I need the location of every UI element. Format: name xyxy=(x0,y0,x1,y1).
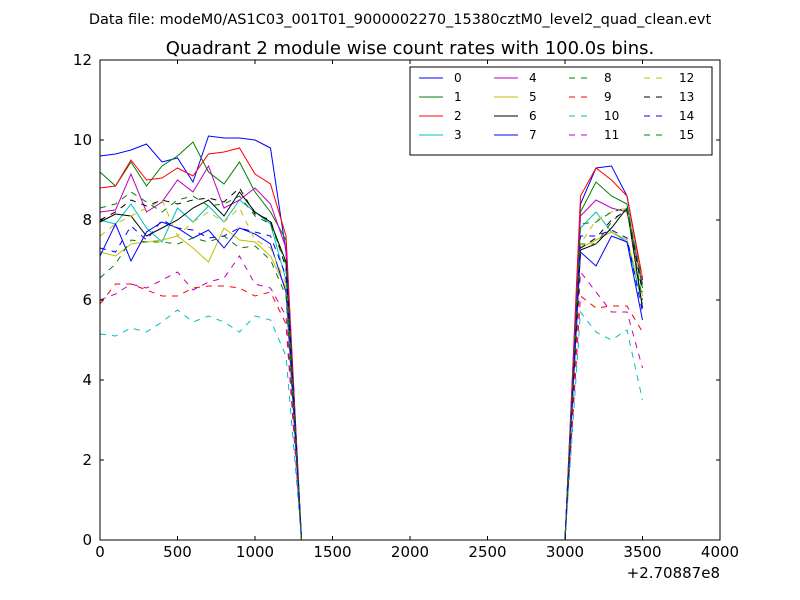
series-line-10 xyxy=(99,309,643,541)
legend-label-14: 14 xyxy=(679,109,694,123)
series-line-11 xyxy=(99,255,643,541)
legend-label-3: 3 xyxy=(454,128,462,142)
ticks-layer xyxy=(99,59,721,541)
x-tick-label: 3000 xyxy=(546,543,584,561)
legend-label-15: 15 xyxy=(679,128,694,142)
legend-label-5: 5 xyxy=(529,90,537,104)
legend-label-4: 4 xyxy=(529,71,537,85)
legend-label-8: 8 xyxy=(604,71,612,85)
legend-label-10: 10 xyxy=(604,109,619,123)
x-tick-label: 3500 xyxy=(623,543,661,561)
series-line-13 xyxy=(99,187,643,541)
y-tick-label: 0 xyxy=(82,531,92,549)
x-tick-label: 1500 xyxy=(313,543,351,561)
series-line-7 xyxy=(99,221,643,541)
series-line-4 xyxy=(99,164,643,541)
legend-label-2: 2 xyxy=(454,109,462,123)
tick-labels-layer: 0 500 1000 1500 2000 2500 3000 3500 400002468101… xyxy=(73,51,739,561)
y-tick-label: 8 xyxy=(82,211,92,229)
plot-area: 0 500 1000 1500 2000 2500 3000 3500 400002468101… xyxy=(73,51,739,561)
legend-label-11: 11 xyxy=(604,128,619,142)
series-line-15 xyxy=(99,191,643,541)
series-layer xyxy=(99,135,643,541)
series-line-9 xyxy=(99,283,643,541)
legend-label-1: 1 xyxy=(454,90,462,104)
y-tick-label: 12 xyxy=(73,51,92,69)
series-line-14 xyxy=(99,219,643,541)
legend-label-6: 6 xyxy=(529,109,537,123)
series-line-2 xyxy=(99,147,643,541)
x-tick-label: 500 xyxy=(163,543,192,561)
series-line-5 xyxy=(99,227,643,541)
legend-label-12: 12 xyxy=(679,71,694,85)
y-tick-label: 6 xyxy=(82,291,92,309)
y-tick-label: 2 xyxy=(82,451,92,469)
x-tick-label: 0 xyxy=(95,543,105,561)
series-line-6 xyxy=(99,191,643,541)
x-tick-label: 2000 xyxy=(391,543,429,561)
x-tick-label: 2500 xyxy=(468,543,506,561)
y-tick-label: 10 xyxy=(73,131,92,149)
series-line-12 xyxy=(99,199,643,541)
series-line-8 xyxy=(99,207,643,541)
legend-label-13: 13 xyxy=(679,90,694,104)
legend-label-0: 0 xyxy=(454,71,462,85)
chart-title: Quadrant 2 module wise count rates with … xyxy=(166,38,655,59)
figure-suptitle: Data file: modeM0/AS1C03_001T01_90000022… xyxy=(89,12,712,28)
y-tick-label: 4 xyxy=(82,371,92,389)
x-tick-label: 4000 xyxy=(701,543,739,561)
legend-box xyxy=(409,66,713,156)
series-line-0 xyxy=(99,135,643,541)
series-line-1 xyxy=(99,141,643,541)
x-offset-label: +2.70887e8 xyxy=(627,564,720,582)
legend-label-9: 9 xyxy=(604,90,612,104)
legend-label-7: 7 xyxy=(529,128,537,142)
x-tick-label: 1000 xyxy=(236,543,274,561)
